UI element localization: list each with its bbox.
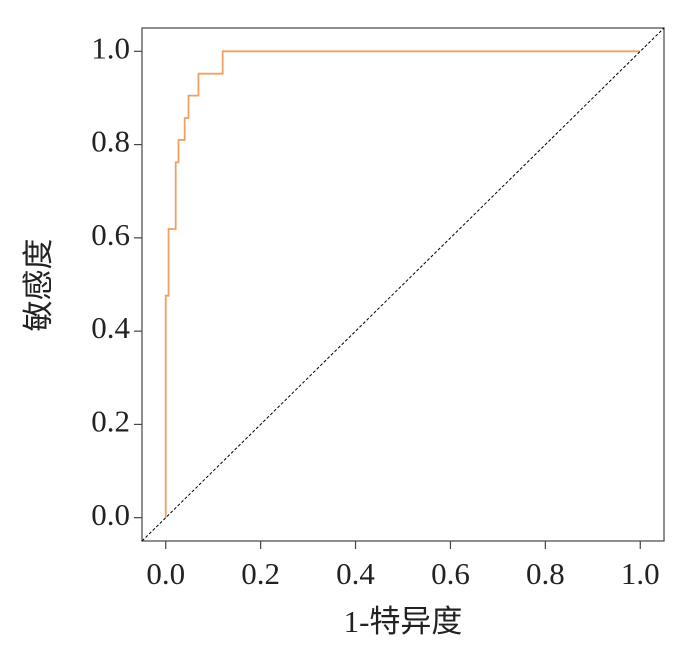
y-tick-label: 0.6 [91, 217, 130, 252]
x-tick-label: 0.0 [146, 556, 185, 591]
plot-frame [141, 27, 665, 542]
x-tick-label: 0.2 [241, 556, 280, 591]
x-tick-label: 0.8 [526, 556, 565, 591]
x-tick-label: 0.6 [431, 556, 470, 591]
y-tick-label: 0.2 [91, 404, 130, 439]
roc-curve [164, 50, 641, 518]
x-axis-label: 1-特异度 [344, 604, 463, 639]
y-tick-label: 0.4 [91, 310, 130, 345]
x-tick-label: 1.0 [621, 556, 660, 591]
y-tick-label: 1.0 [91, 30, 130, 65]
y-tick-label: 0.0 [91, 497, 130, 532]
y-axis-label: 敏感度 [21, 239, 56, 332]
y-tick-label: 0.8 [91, 124, 130, 159]
x-tick-label: 0.4 [336, 556, 375, 591]
reference-line [141, 27, 665, 542]
